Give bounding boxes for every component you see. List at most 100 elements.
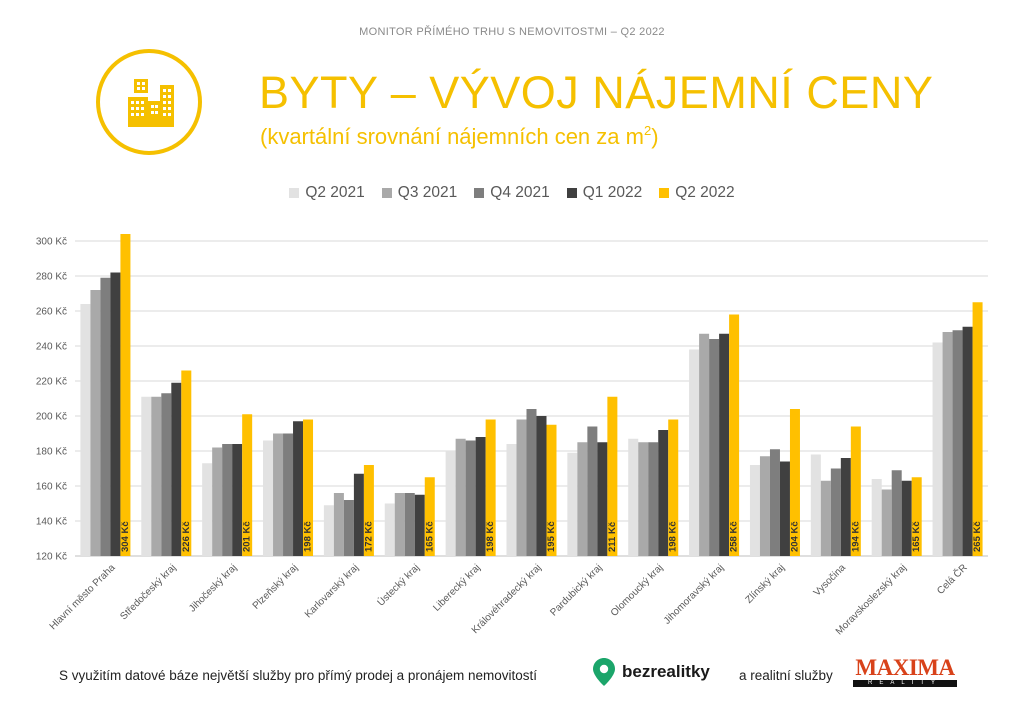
bar <box>901 480 912 556</box>
bar <box>273 433 284 556</box>
footer-text: S využitím datové báze největší služby p… <box>59 668 537 683</box>
data-label: 165 Kč <box>911 521 922 552</box>
x-category-label: Zlínský kraj <box>744 562 788 606</box>
x-category-label: Celá ČR <box>934 561 970 597</box>
bar <box>871 479 882 556</box>
x-category-label: Pardubický kraj <box>548 562 604 618</box>
data-label: 211 Kč <box>607 522 618 552</box>
data-label: 204 Kč <box>789 521 800 552</box>
y-tick-label: 280 Kč <box>36 272 67 283</box>
legend-item: Q2 2022 <box>659 184 735 202</box>
bar <box>546 424 557 556</box>
bar <box>597 442 608 556</box>
bar <box>424 477 435 556</box>
bar <box>394 493 405 556</box>
maxima-wordmark: MAXIMA <box>855 655 955 680</box>
maxima-logo: MAXIMA REALITY <box>853 656 957 687</box>
x-category-label: Ústecký kraj <box>374 561 422 609</box>
bar <box>769 449 780 556</box>
maxima-subline: REALITY <box>853 680 957 687</box>
y-tick-label: 240 Kč <box>36 342 67 353</box>
subtitle-text: (kvartální srovnání nájemních cen za m <box>260 124 644 149</box>
bar <box>526 409 537 556</box>
apartment-buildings-icon <box>96 49 202 155</box>
legend-item: Q2 2021 <box>289 184 365 202</box>
bar <box>881 489 892 556</box>
data-label: 172 Kč <box>363 521 374 552</box>
bar <box>120 234 131 556</box>
legend-label: Q3 2021 <box>397 184 458 201</box>
subtitle-end: ) <box>651 124 659 149</box>
bar <box>972 302 983 556</box>
x-category-label: Královéhradecký kraj <box>470 562 544 636</box>
x-category-label: Olomoucký kraj <box>609 562 666 619</box>
y-tick-label: 140 Kč <box>36 517 67 528</box>
bar <box>709 339 720 556</box>
y-tick-label: 120 Kč <box>36 552 67 563</box>
bezrealitky-wordmark: bezrealitky <box>622 662 710 681</box>
legend-swatch <box>659 188 670 198</box>
data-label: 195 Kč <box>546 521 557 552</box>
data-label: 265 Kč <box>972 521 983 552</box>
legend-item: Q1 2022 <box>566 184 642 202</box>
data-label: 304 Kč <box>120 521 131 552</box>
legend-label: Q2 2021 <box>305 184 365 201</box>
bar <box>242 414 253 556</box>
bar <box>141 396 152 556</box>
bar <box>475 437 486 556</box>
x-category-label: Středočeský kraj <box>118 562 178 622</box>
y-tick-label: 160 Kč <box>36 482 67 493</box>
bar <box>323 505 334 556</box>
data-label: 194 Kč <box>850 521 861 552</box>
bar <box>181 370 192 556</box>
y-tick-label: 200 Kč <box>36 412 67 423</box>
bar <box>455 438 466 556</box>
bar <box>607 396 618 556</box>
y-tick-label: 260 Kč <box>36 307 67 318</box>
bar <box>283 433 294 556</box>
bar <box>587 426 598 556</box>
bar <box>151 396 162 556</box>
bar <box>789 409 800 556</box>
bar <box>293 421 304 556</box>
bar <box>689 349 700 556</box>
legend-swatch <box>474 188 485 198</box>
bar <box>343 500 354 556</box>
data-label: 226 Kč <box>181 521 192 552</box>
bar <box>171 382 182 556</box>
bar <box>749 465 760 556</box>
x-category-label: Plzeňský kraj <box>251 562 300 611</box>
bar <box>942 332 953 556</box>
data-label: 201 Kč <box>242 521 253 552</box>
bar <box>110 272 121 556</box>
x-category-label: Liberecký kraj <box>431 562 482 613</box>
bar <box>445 451 456 556</box>
bar <box>80 304 91 556</box>
footer-text-2: a realitní služby <box>739 668 833 683</box>
legend-swatch <box>566 188 577 198</box>
bar <box>932 342 943 556</box>
chart-legend: Q2 2021 Q3 2021 Q4 2021 Q1 2022 Q2 2022 <box>0 184 1024 202</box>
bar <box>212 447 223 556</box>
data-label: 258 Kč <box>729 521 740 552</box>
bar <box>891 470 902 556</box>
bar <box>222 444 233 556</box>
bar <box>414 494 425 556</box>
bar <box>485 419 496 556</box>
bar <box>850 426 861 556</box>
bar <box>628 438 639 556</box>
bar <box>100 277 111 556</box>
y-tick-label: 180 Kč <box>36 447 67 458</box>
bar <box>516 419 527 556</box>
bar <box>820 480 831 556</box>
bar <box>830 468 841 556</box>
data-label: 165 Kč <box>424 521 435 552</box>
bar <box>577 442 588 556</box>
bar <box>161 393 172 556</box>
subtitle-superscript: 2 <box>643 123 652 138</box>
legend-swatch <box>289 188 300 198</box>
x-category-label: Jihomoravský kraj <box>662 562 726 626</box>
legend-swatch <box>381 188 392 198</box>
bar <box>303 419 314 556</box>
bar <box>699 333 710 556</box>
